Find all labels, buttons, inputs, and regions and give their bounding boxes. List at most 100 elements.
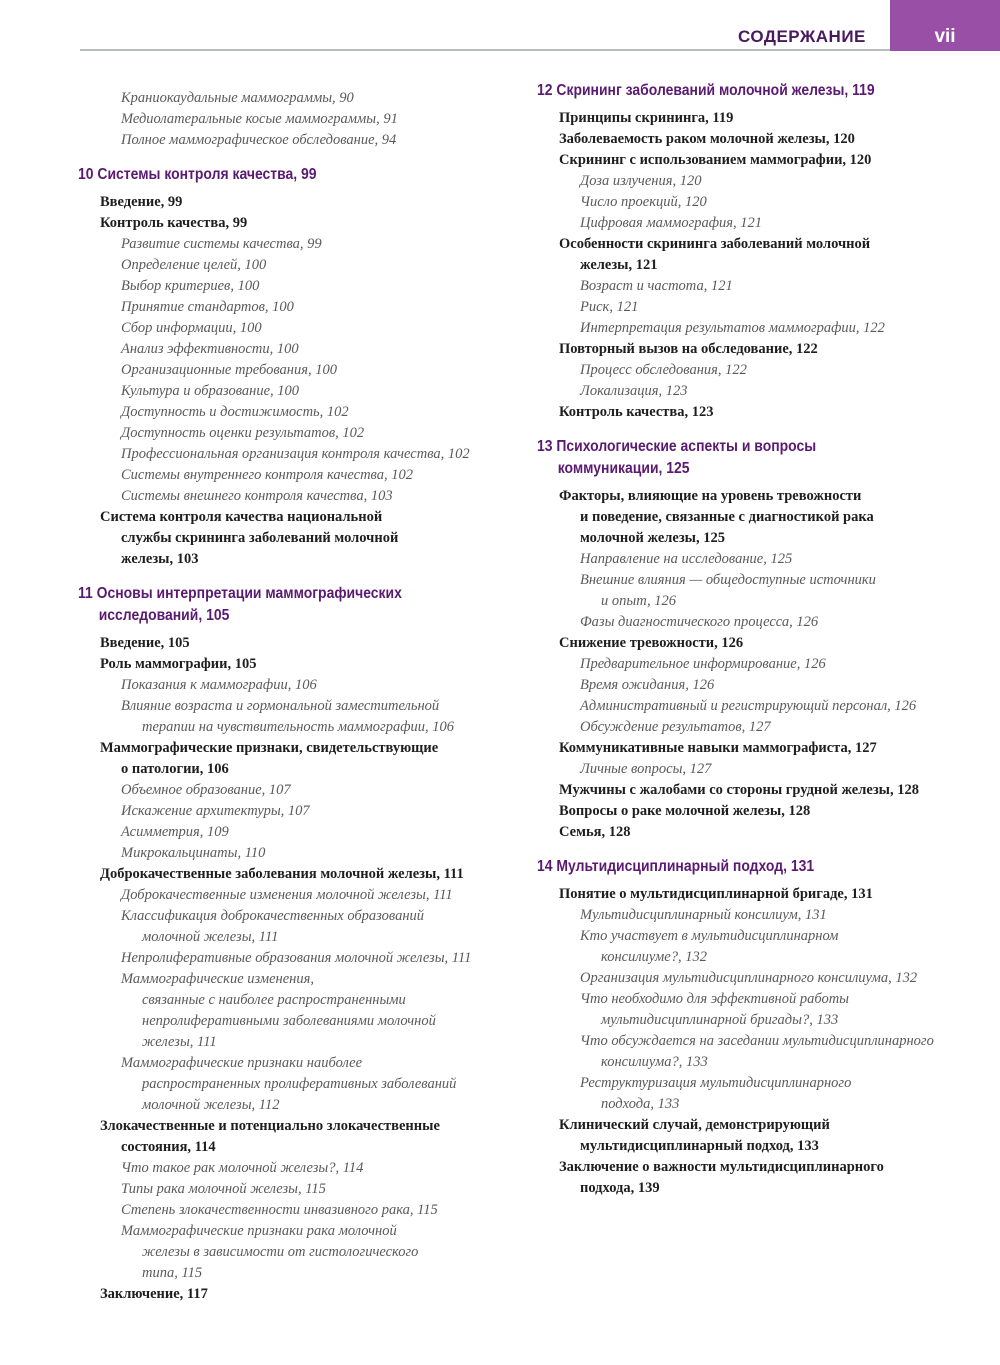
entry-line: железы, 103	[121, 551, 199, 567]
entry-line: молочной железы, 112	[142, 1097, 280, 1113]
toc-section-entry: Роль маммографии, 105	[78, 654, 518, 675]
entry-line: Что обсуждается на заседании мультидисци…	[580, 1033, 934, 1049]
entry-line: Организационные требования, 100	[121, 362, 337, 378]
entry-line: консилиуме?, 132	[601, 949, 707, 965]
toc-section-entry: Введение, 105	[78, 633, 518, 654]
entry-line: Профессиональная организация контроля ка…	[121, 446, 470, 462]
toc-subsection-entry: Искажение архитектуры, 107	[78, 801, 518, 822]
toc-subsection-entry: Сбор информации, 100	[78, 318, 518, 339]
entry-line: Роль маммографии, 105	[100, 656, 257, 672]
toc-subsection-entry: Системы внутреннего контроля качества, 1…	[78, 465, 518, 486]
chapter-heading: 14 Мультидисциплинарный подход, 131	[537, 856, 933, 878]
entry-line: железы в зависимости от гистологического	[142, 1244, 419, 1260]
entry-line: Объемное образование, 107	[121, 782, 291, 798]
entry-line: Культура и образование, 100	[121, 383, 300, 399]
toc-subsection-entry: Принятие стандартов, 100	[78, 297, 518, 318]
toc-subsection-entry: Число проекций, 120	[537, 192, 977, 213]
entry-line: состояния, 114	[121, 1139, 216, 1155]
toc-section-entry: Контроль качества, 99	[78, 213, 518, 234]
toc-subsection-entry: Типы рака молочной железы, 115	[78, 1179, 518, 1200]
entry-line: Локализация, 123	[580, 383, 688, 399]
entry-line: Вопросы о раке молочной железы, 128	[559, 803, 811, 819]
entry-line: Искажение архитектуры, 107	[121, 803, 310, 819]
toc-subsection-entry: Риск, 121	[537, 297, 977, 318]
entry-line: Маммографические признаки наиболее	[121, 1055, 363, 1071]
entry-line: Личные вопросы, 127	[580, 761, 712, 777]
toc-subsection-entry: Организация мультидисциплинарного консил…	[537, 968, 977, 989]
entry-line: коммуникации, 125	[557, 460, 690, 477]
toc-section-entry: Скрининг с использованием маммографии, 1…	[537, 150, 977, 171]
entry-line: молочной железы, 125	[580, 530, 725, 546]
entry-line: Определение целей, 100	[121, 257, 267, 273]
entry-line: Что необходимо для эффективной работы	[580, 991, 850, 1007]
toc-subsection-entry: Интерпретация результатов маммографии, 1…	[537, 318, 977, 339]
header-rule	[80, 49, 892, 51]
entry-line: железы, 121	[580, 257, 658, 273]
entry-line: связанные с наиболее распространенными	[142, 992, 406, 1008]
entry-line: Цифровая маммография, 121	[580, 215, 763, 231]
entry-line: Процесс обследования, 122	[580, 362, 747, 378]
entry-line: Коммуникативные навыки маммографиста, 12…	[559, 740, 877, 756]
toc-section-entry: Доброкачественные заболевания молочной ж…	[78, 864, 518, 885]
toc-section-entry: Маммографические признаки, свидетельству…	[78, 738, 518, 780]
toc-subsection-entry: Что необходимо для эффективной работы мул…	[537, 989, 977, 1031]
toc-section-entry: Заболеваемость раком молочной железы, 12…	[537, 129, 977, 150]
toc-subsection-entry: Влияние возраста и гормональной заместит…	[78, 696, 518, 738]
toc-subsection-entry: Непролиферативные образования молочной ж…	[78, 948, 518, 969]
toc-subsection-entry: Объемное образование, 107	[78, 780, 518, 801]
toc-subsection-entry: Внешние влияния — общедоступные источник…	[537, 570, 977, 612]
toc-subsection-entry: Доза излучения, 120	[537, 171, 977, 192]
entry-line: Показания к маммографии, 106	[121, 677, 317, 693]
toc-section-entry: Повторный вызов на обследование, 122	[537, 339, 977, 360]
chapter-heading: 10 Системы контроля качества, 99	[78, 164, 474, 186]
toc-subsection-entry: Культура и образование, 100	[78, 381, 518, 402]
toc-section-entry: Контроль качества, 123	[537, 402, 977, 423]
toc-subsection-entry: Личные вопросы, 127	[537, 759, 977, 780]
entry-line: Введение, 105	[100, 635, 190, 651]
entry-line: Доза излучения, 120	[580, 173, 702, 189]
entry-line: Сбор информации, 100	[121, 320, 262, 336]
entry-line: Контроль качества, 123	[559, 404, 714, 420]
entry-line: Направление на исследование, 125	[580, 551, 793, 567]
entry-line: 12 Скрининг заболеваний молочной железы,…	[537, 82, 875, 99]
toc-section-entry: Клинический случай, демонстрирующий мульт…	[537, 1115, 977, 1157]
toc-subsection-entry: Определение целей, 100	[78, 255, 518, 276]
entry-line: Типы рака молочной железы, 115	[121, 1181, 326, 1197]
entry-line: Асимметрия, 109	[121, 824, 229, 840]
entry-line: консилиума?, 133	[601, 1054, 708, 1070]
entry-line: Факторы, влияющие на уровень тревожности	[559, 488, 862, 504]
toc-subsection-entry: Фазы диагностического процесса, 126	[537, 612, 977, 633]
chapter-heading: 11 Основы интерпретации маммографических…	[78, 583, 474, 627]
toc-subsection-entry: Маммографические признаки рака молочной ж…	[78, 1221, 518, 1284]
toc-subsection-entry: Что такое рак молочной железы?, 114	[78, 1158, 518, 1179]
toc-section-entry: Система контроля качества национальной сл…	[78, 507, 518, 570]
entry-line: Понятие о мультидисциплинарной бригаде, …	[559, 886, 873, 902]
entry-line: Возраст и частота, 121	[580, 278, 733, 294]
entry-line: Интерпретация результатов маммографии, 1…	[580, 320, 885, 336]
entry-line: Кто участвует в мультидисциплинарном	[580, 928, 839, 944]
entry-line: Мультидисциплинарный консилиум, 131	[580, 907, 827, 923]
entry-line: Краниокаудальные маммограммы, 90	[121, 90, 354, 106]
entry-line: Предварительное информирование, 126	[580, 656, 826, 672]
running-header-title: СОДЕРЖАНИЕ	[738, 27, 866, 46]
toc-subsection-entry: Обсуждение результатов, 127	[537, 717, 977, 738]
entry-line: терапии на чувствительность маммографии,…	[142, 719, 455, 735]
entry-line: Мужчины с жалобами со стороны грудной же…	[559, 782, 919, 798]
entry-line: исследований, 105	[98, 607, 230, 624]
toc-subsection-entry: Мультидисциплинарный консилиум, 131	[537, 905, 977, 926]
entry-line: 10 Системы контроля качества, 99	[78, 166, 317, 183]
entry-line: Введение, 99	[100, 194, 183, 210]
toc-section-entry: Принципы скрининга, 119	[537, 108, 977, 129]
entry-line: Системы внешнего контроля качества, 103	[121, 488, 393, 504]
toc-subsection-entry: Реструктуризация мультидисциплинарного по…	[537, 1073, 977, 1115]
entry-line: Микрокальцинаты, 110	[121, 845, 266, 861]
entry-line: Доступность оценки результатов, 102	[121, 425, 365, 441]
entry-line: мультидисциплинарный подход, 133	[580, 1138, 819, 1154]
entry-line: непролиферативными заболеваниями молочно…	[142, 1013, 436, 1029]
toc-subsection-entry: Краниокаудальные маммограммы, 90	[78, 88, 518, 109]
toc-subsection-entry: Доброкачественные изменения молочной жел…	[78, 885, 518, 906]
toc-subsection-entry: Доступность оценки результатов, 102	[78, 423, 518, 444]
toc-section-entry: Введение, 99	[78, 192, 518, 213]
entry-line: и поведение, связанные с диагностикой ра…	[580, 509, 874, 525]
entry-line: Системы внутреннего контроля качества, 1…	[121, 467, 414, 483]
